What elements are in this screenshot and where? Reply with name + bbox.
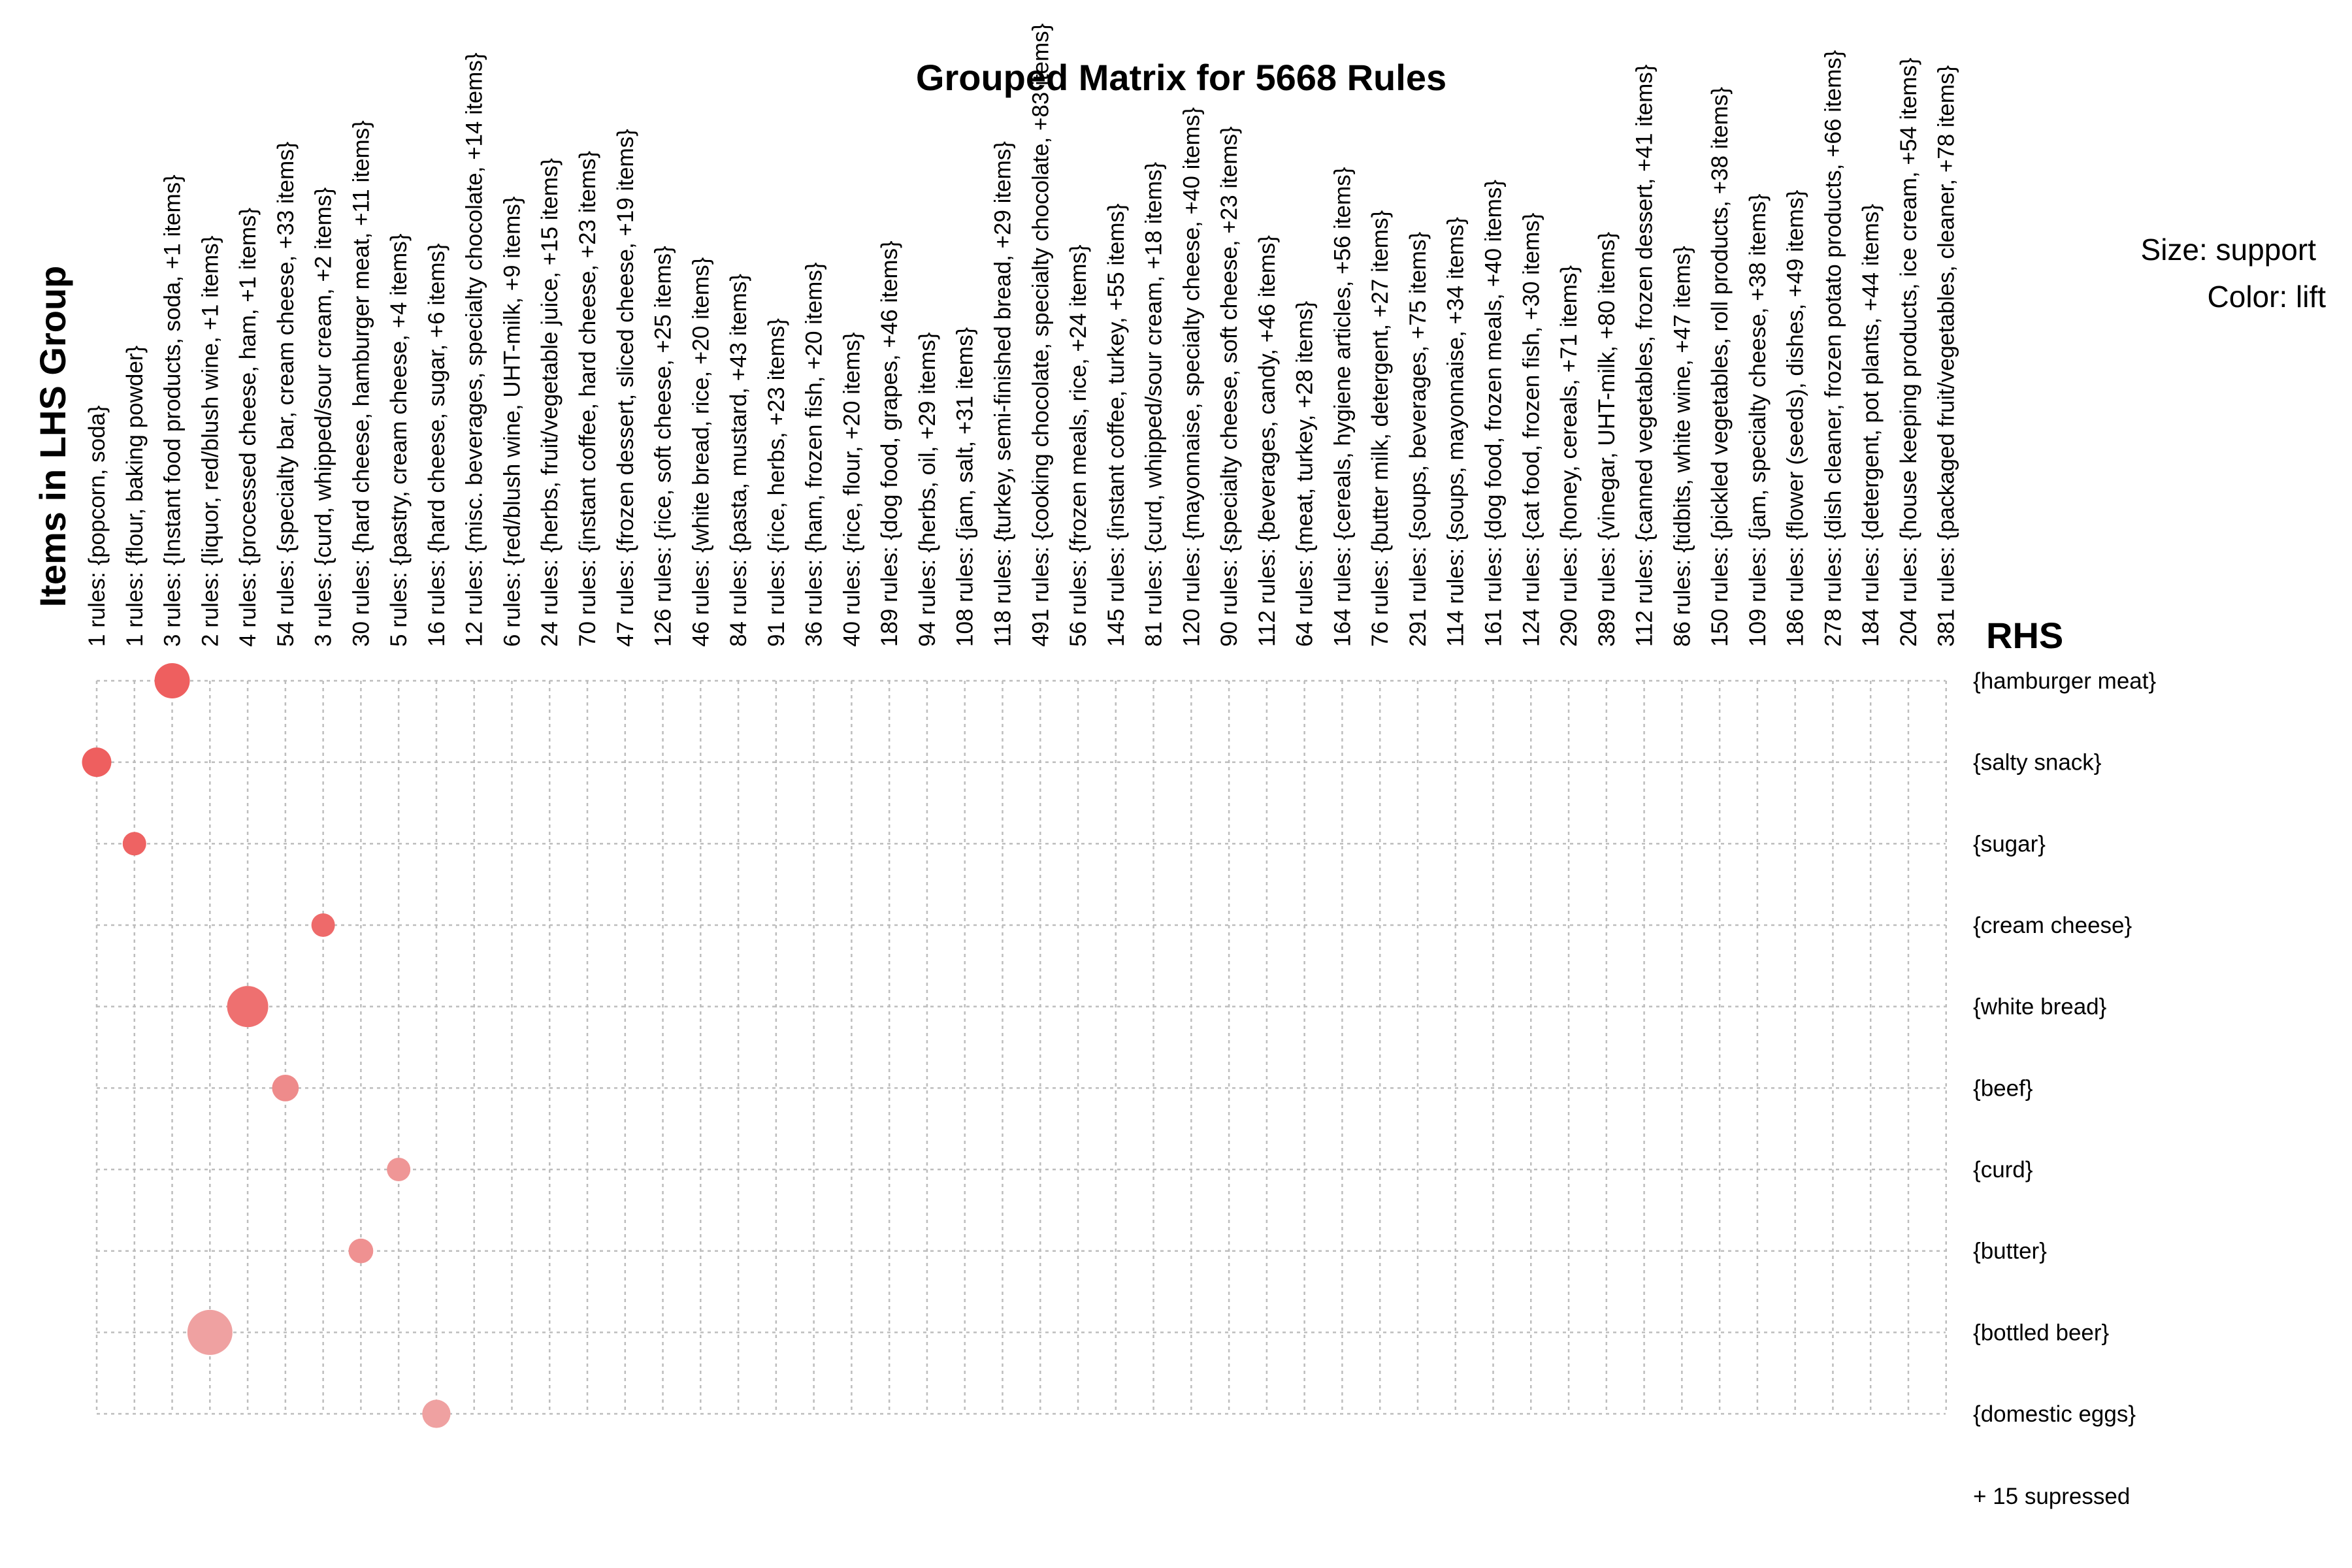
lhs-group-label: 161 rules: {dog food, frozen meals, +40 … [1480,180,1506,647]
lhs-group-label: 81 rules: {curd, whipped/sour cream, +18… [1141,161,1167,647]
lhs-group-label: 40 rules: {rice, flour, +20 items} [839,332,864,647]
lhs-group-label: 36 rules: {ham, frozen fish, +20 items} [802,262,827,647]
lhs-group-label: 64 rules: {meat, turkey, +28 items} [1292,301,1318,647]
lhs-group-label: 189 rules: {dog food, grapes, +46 items} [877,240,902,647]
legend-color-label: Color: lift [2208,280,2327,314]
lhs-group-label: 6 rules: {red/blush wine, UHT-milk, +9 i… [499,196,525,647]
lhs-group-label: 46 rules: {white bread, rice, +20 items} [688,257,713,647]
lhs-group-label: 118 rules: {turkey, semi-finished bread,… [990,141,1015,647]
lhs-group-label: 76 rules: {butter milk, detergent, +27 i… [1367,210,1393,647]
lhs-group-label: 124 rules: {cat food, frozen fish, +30 i… [1518,212,1544,647]
chart-title: Grouped Matrix for 5668 Rules [916,57,1446,98]
lhs-group-label: 91 rules: {rice, herbs, +23 items} [764,318,789,647]
lhs-group-label: 3 rules: {curd, whipped/sour cream, +2 i… [311,187,336,647]
lhs-group-label: 4 rules: {processed cheese, ham, +1 item… [235,208,261,647]
rhs-label: {butter} [1973,1239,2047,1264]
rule-point [348,1238,374,1264]
rhs-axis-label: RHS [1986,615,2063,656]
lhs-group-label: 145 rules: {instant coffee, turkey, +55 … [1103,203,1129,647]
lhs-group-label: 3 rules: {Instant food products, soda, +… [160,174,186,647]
lhs-group-label: 186 rules: {flower (seeds), dishes, +49 … [1783,189,1808,647]
rule-point [387,1158,411,1182]
lhs-group-label: 56 rules: {frozen meals, rice, +24 items… [1066,244,1091,647]
suppressed-label: + 15 supressed [1973,1484,2130,1509]
lhs-group-labels: 1 rules: {popcorn, soda} 1 rules: {flour,… [84,23,1959,647]
lhs-group-label: 150 rules: {pickled vegetables, roll pro… [1707,87,1733,647]
lhs-group-label: 184 rules: {detergent, pot plants, +44 i… [1858,204,1884,647]
legend-size-label: Size: support [2141,233,2317,267]
lhs-group-label: 278 rules: {dish cleaner, frozen potato … [1820,50,1846,647]
lhs-group-label: 381 rules: {packaged fruit/vegetables, c… [1934,65,1959,647]
lhs-group-label: 1 rules: {popcorn, soda} [84,405,110,647]
rule-point [82,747,112,777]
lhs-group-label: 30 rules: {hard cheese, hamburger meat, … [348,120,374,647]
rule-point [272,1074,299,1102]
rule-point [422,1399,451,1428]
lhs-group-label: 94 rules: {herbs, oil, +29 items} [915,332,940,647]
lhs-group-label: 164 rules: {cereals, hygiene articles, +… [1330,167,1355,647]
lhs-group-label: 204 rules: {house keeping products, ice … [1896,57,1921,647]
rhs-label: {white bread} [1973,994,2107,1020]
grid-lines [95,679,1947,1415]
rule-point [227,986,269,1028]
lhs-group-label: 389 rules: {vinegar, UHT-milk, +80 items… [1594,232,1620,647]
rhs-label: {cream cheese} [1973,913,2132,938]
lhs-group-label: 2 rules: {liquor, red/blush wine, +1 ite… [197,235,223,647]
lhs-group-label: 491 rules: {cooking chocolate, specialty… [1028,23,1053,647]
lhs-group-label: 86 rules: {tidbits, white wine, +47 item… [1669,246,1695,647]
rhs-label: {curd} [1973,1157,2033,1183]
rhs-label: {salty snack} [1973,750,2102,776]
lhs-group-label: 109 rules: {jam, specialty cheese, +38 i… [1745,193,1771,647]
rhs-label: {hamburger meat} [1973,668,2156,694]
lhs-group-label: 112 rules: {beverages, candy, +46 items} [1254,235,1280,647]
lhs-group-label: 5 rules: {pastry, cream cheese, +4 items… [386,233,412,647]
lhs-group-label: 24 rules: {herbs, fruit/vegetable juice,… [537,158,563,647]
lhs-group-label: 1 rules: {flour, baking powder} [122,346,148,647]
rhs-labels: {hamburger meat} {salty snack} {sugar} {cre… [1973,668,2156,1427]
lhs-group-label: 114 rules: {soups, mayonnaise, +34 items… [1443,217,1469,647]
lhs-group-label: 54 rules: {specialty bar, cream cheese, … [273,141,299,647]
rule-point [187,1309,233,1355]
lhs-group-label: 108 rules: {jam, salt, +31 items} [953,327,978,647]
lhs-group-label: 112 rules: {canned vegetables, frozen de… [1632,64,1658,647]
lhs-group-label: 126 rules: {rice, soft cheese, +25 items… [651,246,676,647]
rhs-label: {sugar} [1973,831,2046,857]
rhs-label: {bottled beer} [1973,1320,2110,1345]
rule-point [154,663,190,698]
lhs-group-label: 47 rules: {frozen dessert, sliced cheese… [613,129,638,647]
lhs-group-label: 290 rules: {honey, cereals, +71 items} [1556,265,1582,647]
lhs-group-label: 291 rules: {soups, beverages, +75 items} [1405,231,1431,647]
lhs-group-label: 90 rules: {specialty cheese, soft cheese… [1217,126,1242,647]
rule-point [122,832,146,856]
lhs-group-label: 70 rules: {instant coffee, hard cheese, … [575,151,600,647]
lhs-group-label: 120 rules: {mayonnaise, specialty cheese… [1179,107,1204,647]
rule-points [82,663,451,1428]
rhs-label: {beef} [1973,1075,2033,1101]
y-axis-label: Items in LHS Group [32,266,73,608]
lhs-group-label: 16 rules: {hard cheese, sugar, +6 items} [424,243,449,647]
rule-point [311,913,335,938]
rhs-label: {domestic eggs} [1973,1401,2136,1427]
lhs-group-label: 84 rules: {pasta, mustard, +43 items} [726,274,751,647]
lhs-group-label: 12 rules: {misc. beverages, specialty ch… [462,52,487,647]
